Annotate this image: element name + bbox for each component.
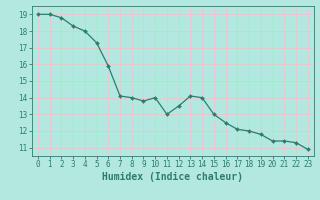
X-axis label: Humidex (Indice chaleur): Humidex (Indice chaleur): [102, 172, 243, 182]
